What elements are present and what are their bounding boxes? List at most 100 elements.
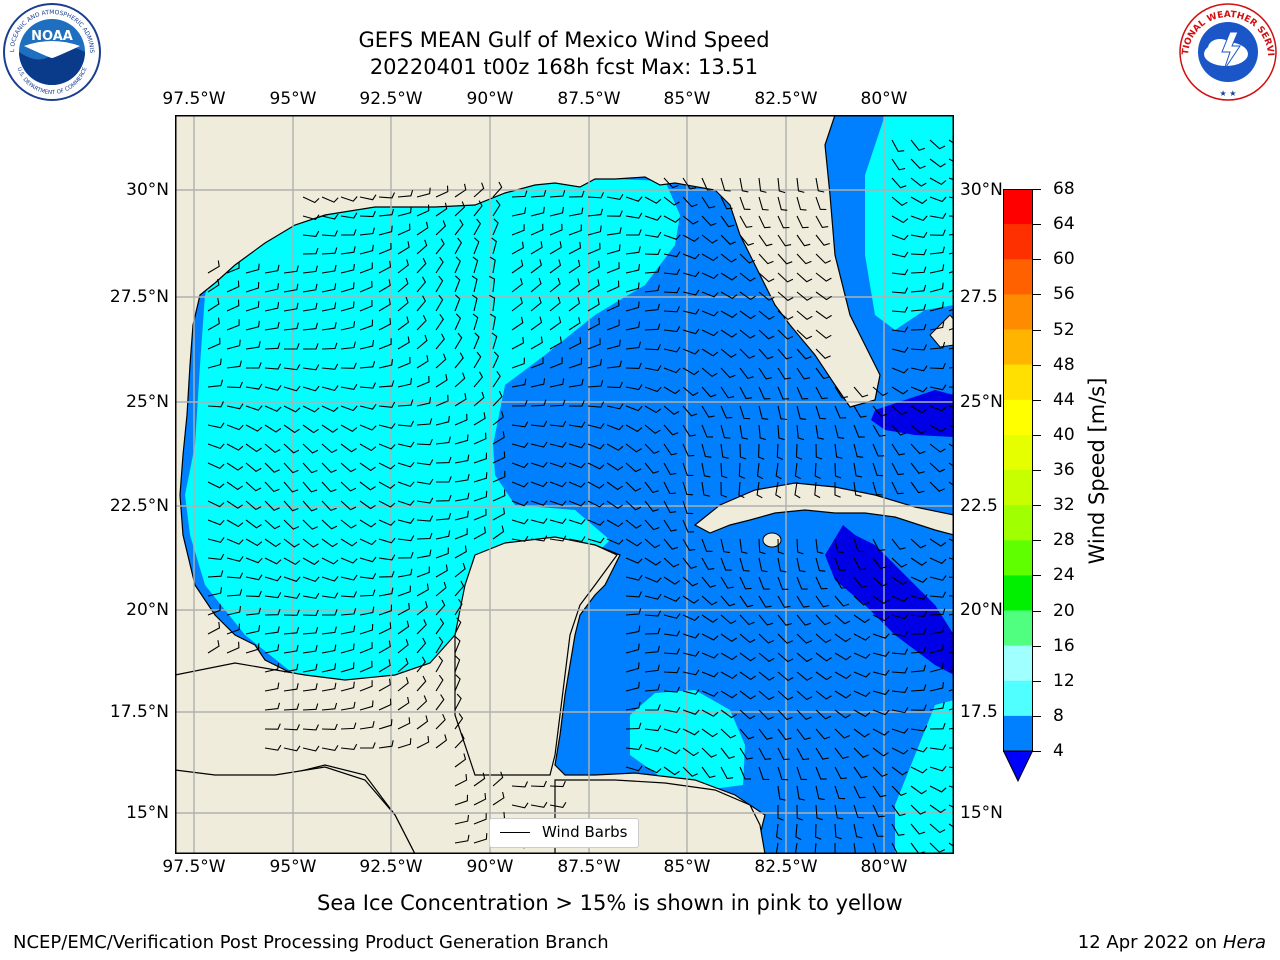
- wind-barb: [283, 424, 300, 434]
- wind-barb: [511, 378, 527, 388]
- wind-barb: [397, 657, 409, 673]
- wind-barb: [264, 462, 280, 473]
- wind-barb: [701, 234, 718, 244]
- wind-barb: [454, 473, 470, 483]
- wind-barb: [321, 363, 339, 370]
- wind-barb: [891, 405, 908, 416]
- wind-barb: [568, 337, 582, 350]
- wind-barb: [891, 728, 909, 734]
- wind-barb: [644, 610, 662, 617]
- wind-speed-map[interactable]: Wind Barbs: [175, 115, 954, 854]
- wind-barb: [245, 281, 260, 293]
- wind-barb: [606, 424, 624, 431]
- wind-barb: [435, 313, 444, 331]
- wind-barb: [758, 595, 772, 608]
- wind-barb: [359, 360, 376, 369]
- wind-barb: [302, 443, 319, 454]
- wind-barb: [910, 594, 928, 600]
- wind-barb: [454, 674, 461, 692]
- footer-machine: Hera: [1222, 932, 1266, 953]
- wind-barb: [378, 587, 394, 597]
- wind-barb: [891, 346, 909, 353]
- wind-barb: [492, 411, 504, 426]
- wind-barb: [416, 637, 427, 654]
- wind-barb: [720, 557, 732, 571]
- wind-barb: [910, 628, 927, 635]
- wind-barb: [739, 671, 756, 681]
- wind-barb: [645, 704, 661, 711]
- wind-barb: [511, 421, 529, 428]
- wind-barb: [283, 519, 300, 530]
- wind-barb: [834, 614, 851, 625]
- wind-barb: [549, 518, 567, 525]
- wind-barb: [416, 619, 427, 635]
- wind-barb: [378, 423, 396, 429]
- wind-barb: [682, 500, 694, 515]
- wind-barb: [663, 306, 681, 313]
- wind-barb: [891, 648, 909, 655]
- wind-barb: [834, 405, 847, 419]
- wind-barb: [283, 663, 299, 673]
- colorbar-tick-mark: [1033, 294, 1041, 296]
- wind-barb: [720, 652, 738, 661]
- land-yucatan: [454, 536, 618, 776]
- wind-barb: [587, 500, 605, 508]
- wind-barb: [853, 804, 864, 819]
- wind-barb: [435, 220, 447, 236]
- wind-barb: [397, 420, 415, 427]
- wind-barb: [777, 595, 791, 608]
- wind-barb: [207, 278, 220, 293]
- wind-barb: [644, 481, 659, 494]
- wind-barb: [701, 443, 712, 458]
- wind-barb: [910, 405, 928, 414]
- wind-barb: [777, 424, 785, 441]
- wind-barb: [416, 497, 434, 504]
- wind-barb: [872, 576, 889, 587]
- wind-barb: [891, 139, 905, 152]
- wind-barb: [872, 669, 890, 676]
- wind-barb: [283, 557, 301, 565]
- wind-barb: [720, 766, 734, 780]
- wind-barb: [454, 454, 470, 464]
- wind-barb: [473, 833, 488, 844]
- wind-barb: [701, 196, 716, 209]
- wind-barb: [397, 241, 410, 255]
- wind-barb: [587, 242, 601, 255]
- wind-barb: [302, 214, 320, 221]
- wind-barb: [359, 340, 375, 350]
- wind-barb: [815, 177, 825, 193]
- wind-barb: [625, 662, 640, 673]
- wind-barb: [587, 192, 604, 199]
- wind-barb: [264, 500, 280, 511]
- wind-barb: [454, 294, 461, 312]
- wind-barb: [872, 462, 884, 477]
- wind-barb: [701, 424, 714, 438]
- wind-barb: [454, 834, 470, 844]
- colorbar-tick-mark: [1033, 189, 1041, 190]
- wind-barb: [606, 244, 621, 255]
- wind-barb: [245, 405, 263, 411]
- wind-barb: [815, 253, 832, 264]
- wind-barb: [891, 462, 905, 476]
- wind-barb: [473, 237, 480, 255]
- wind-barb: [264, 626, 280, 635]
- map-canvas: [175, 115, 954, 854]
- wind-barb: [701, 481, 710, 497]
- wind-barb: [796, 538, 804, 555]
- wind-barb: [321, 500, 337, 512]
- wind-barb: [435, 734, 448, 749]
- wind-barb: [511, 278, 523, 293]
- wind-barb: [302, 247, 319, 255]
- wind-barb: [549, 500, 567, 506]
- wind-barb: [435, 238, 445, 255]
- wind-barb: [264, 481, 280, 493]
- wind-barb: [834, 728, 851, 739]
- wind-barb: [910, 443, 926, 455]
- wind-barb: [625, 765, 643, 772]
- wind-barb: [701, 538, 713, 552]
- wind-barb: [625, 212, 643, 219]
- wind-barb: [929, 405, 947, 412]
- wind-barb: [663, 268, 681, 275]
- wind-barb: [929, 321, 945, 331]
- wind-barb: [454, 753, 467, 768]
